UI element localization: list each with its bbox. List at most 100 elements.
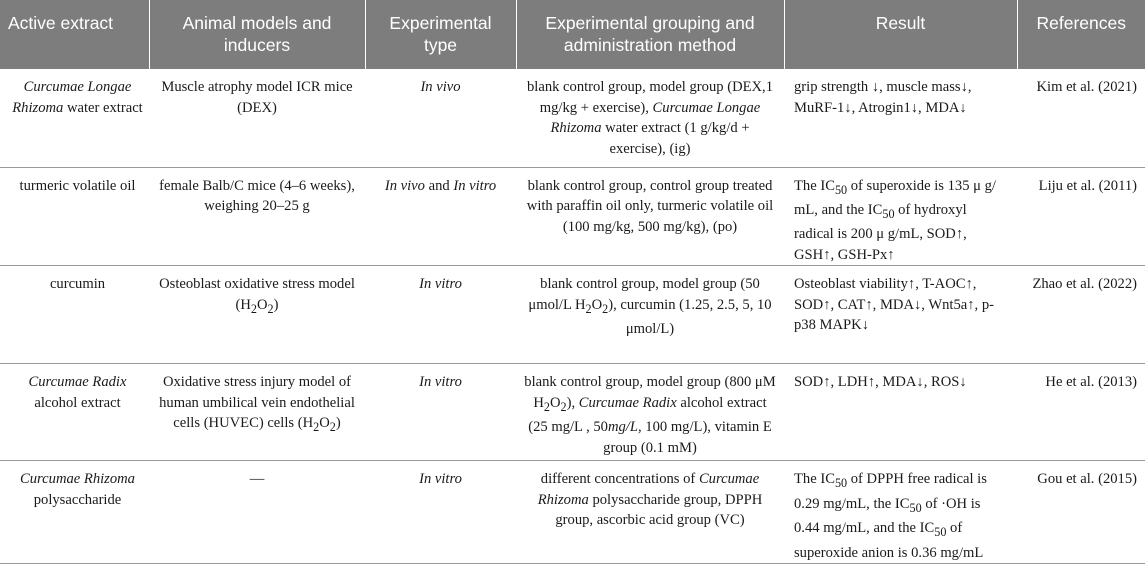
cell-text: O [256, 296, 268, 313]
cell-text: alcohol extract [34, 394, 121, 411]
cell-reference: He et al. (2013) [1017, 363, 1145, 462]
cell-text: curcumin [49, 276, 106, 293]
italic-text: In vitro [453, 177, 497, 194]
italic-text: Curcumae Radix [28, 374, 127, 391]
cell-text: of hydroxyl radical is 200 μ g/mL, SOD↑,… [794, 201, 967, 263]
cell-extract: Curcumae Longae Rhizoma water extract [0, 69, 149, 168]
cell-text: female Balb/C mice (4–6 weeks), weighing… [159, 177, 355, 215]
cell-text: blank control group, control group treat… [526, 177, 774, 235]
italic-text: In vitro [419, 276, 462, 293]
cell-text: Osteoblast oxidative stress model (H [159, 276, 355, 313]
cell-text: O [319, 415, 330, 432]
cell-text: water extract [63, 99, 143, 116]
subscript-text: 50 [834, 182, 848, 197]
cell-text: Oxidative stress injury model of human u… [159, 374, 355, 432]
subscript-text: 2 [585, 301, 592, 316]
cell-text: ) [335, 415, 341, 432]
cell-text: of ·OH is 0.44 mg/mL, and the IC [794, 495, 981, 537]
italic-text: In vivo [420, 79, 461, 95]
cell-text: The IC [794, 177, 835, 194]
header-active-extract: Active extract [0, 0, 149, 69]
cell-text: ), curcumin (1.25, 2.5, 5, 10 μmol/L) [608, 296, 772, 338]
cell-grouping: blank control group, model group (800 μM… [516, 363, 784, 462]
cell-extract: curcumin [0, 265, 149, 365]
cell-result: Osteoblast viability↑, T-AOC↑, SOD↑, CAT… [784, 265, 1017, 365]
cell-text: SOD↑, LDH↑, MDA↓, ROS↓ [794, 374, 967, 391]
cell-type: In vitro [365, 363, 516, 462]
cell-extract: Curcumae Radix alcohol extract [0, 363, 149, 462]
cell-type: In vitro [365, 460, 516, 564]
italic-text: In vitro [419, 471, 462, 488]
cell-text: Osteoblast viability↑, T-AOC↑, SOD↑, CAT… [794, 276, 994, 334]
cell-reference: Zhao et al. (2022) [1017, 265, 1145, 365]
cell-type: In vivo and In vitro [365, 167, 516, 267]
table-row: Curcumae Rhizoma polysaccharide — In vit… [0, 460, 1145, 564]
subscript-text: 2 [267, 301, 274, 316]
cell-text: turmeric volatile oil [19, 177, 136, 194]
cell-text: Muscle atrophy model ICR mice (DEX) [161, 79, 353, 116]
italic-text: In vivo [384, 177, 425, 194]
cell-text: , 100 mg/L), vitamin E group (0.1 mM) [603, 419, 772, 456]
subscript-text: 2 [543, 399, 550, 414]
cell-grouping: blank control group, control group treat… [516, 167, 784, 267]
italic-text: Curcumae Radix [578, 394, 677, 411]
cell-model: Osteoblast oxidative stress model (H2O2) [149, 265, 365, 365]
cell-text: blank control group, model group (DEX,1 … [526, 79, 774, 116]
cell-text: water extract (1 g/kg/d + exercise), (ig… [601, 120, 750, 157]
italic-text: Curcumae Longae Rhizoma [550, 99, 761, 137]
cell-grouping: blank control group, model group (50 μmo… [516, 265, 784, 365]
table-row: turmeric volatile oil female Balb/C mice… [0, 167, 1145, 267]
italic-text: Curcumae Longae Rhizoma [12, 79, 132, 116]
italic-text: mg/L [607, 419, 638, 436]
header-animal-models: Animal models and inducers [148, 0, 365, 69]
cell-reference: Gou et al. (2015) [1017, 460, 1145, 564]
italic-text: In vitro [419, 374, 462, 391]
cell-extract: turmeric volatile oil [0, 167, 149, 267]
cell-text: O [591, 296, 603, 313]
cell-result: grip strength ↓, muscle mass↓, MuRF-1↓, … [784, 69, 1017, 168]
cell-result: SOD↑, LDH↑, MDA↓, ROS↓ [784, 363, 1017, 462]
subscript-text: 50 [882, 206, 895, 221]
cell-reference: Liju et al. (2011) [1017, 167, 1145, 267]
cell-model: Muscle atrophy model ICR mice (DEX) [149, 69, 365, 168]
cell-model: Oxidative stress injury model of human u… [149, 363, 365, 462]
cell-type: In vivo [365, 69, 516, 168]
subscript-text: 2 [602, 301, 609, 316]
cell-text: grip strength ↓, muscle mass↓, MuRF-1↓, … [794, 79, 972, 116]
cell-text: different concentrations of [540, 471, 699, 488]
cell-grouping: different concentrations of Curcumae Rhi… [516, 460, 784, 564]
cell-text: — [249, 471, 265, 488]
subscript-text: 2 [329, 420, 336, 435]
header-references: References [1016, 0, 1145, 69]
cell-text: blank control group, model group (800 μM… [524, 374, 776, 411]
italic-text: Curcumae Rhizoma [537, 471, 760, 508]
cell-text: and [424, 177, 454, 194]
cell-text: alcohol extract (25 mg/L , 50 [528, 394, 767, 436]
subscript-text: 2 [313, 420, 320, 435]
cell-text: of DPPH free radical is 0.29 mg/mL, the … [794, 471, 987, 512]
cell-text: ) [273, 296, 279, 313]
table-row: Curcumae Longae Rhizoma water extract Mu… [0, 69, 1145, 168]
cell-model: — [149, 460, 365, 564]
table-row: Curcumae Radix alcohol extract Oxidative… [0, 363, 1145, 462]
cell-text: ), [566, 394, 579, 411]
header-experimental-type: Experimental type [364, 0, 516, 69]
cell-model: female Balb/C mice (4–6 weeks), weighing… [149, 167, 365, 267]
cell-text: polysaccharide group, DPPH group, ascorb… [555, 491, 763, 529]
header-row: Active extract Animal models and inducer… [0, 0, 1145, 69]
cell-type: In vitro [365, 265, 516, 365]
subscript-text: 50 [934, 525, 947, 540]
cell-text: of superoxide is 135 μ g/ mL, and the IC [794, 177, 996, 218]
subscript-text: 50 [834, 476, 848, 491]
subscript-text: 2 [560, 399, 567, 414]
cell-extract: Curcumae Rhizoma polysaccharide [0, 460, 149, 564]
header-grouping-method: Experimental grouping and administration… [515, 0, 784, 69]
cell-text: The IC [794, 471, 835, 488]
cell-text: blank control group, model group (50 μmo… [528, 276, 760, 313]
italic-text: Curcumae Rhizoma [20, 471, 135, 488]
cell-result: The IC50 of DPPH free radical is 0.29 mg… [784, 460, 1017, 564]
header-result: Result [783, 0, 1017, 69]
subscript-text: 2 [250, 301, 257, 316]
cell-result: The IC50 of superoxide is 135 μ g/ mL, a… [784, 167, 1017, 267]
